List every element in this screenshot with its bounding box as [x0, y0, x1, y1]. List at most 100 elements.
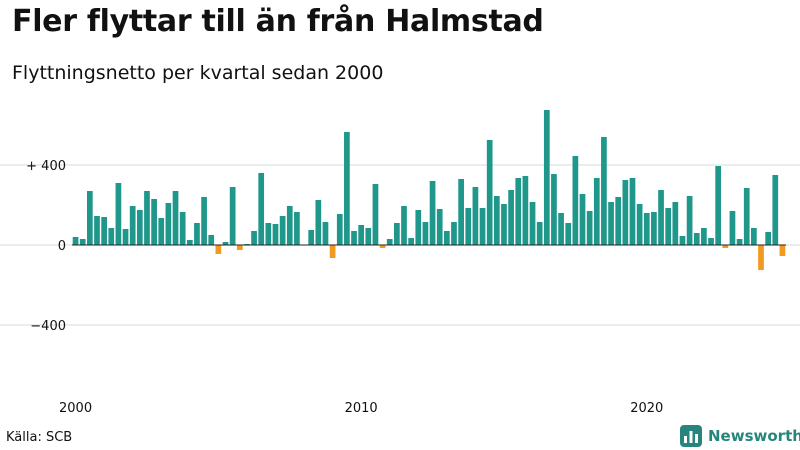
bar: 2010 K1: 100	[358, 225, 365, 245]
bar: 2018 K1: 170	[586, 211, 593, 245]
bar: 2019 K3: 335	[629, 178, 636, 245]
bar: 2020 K2: 165	[651, 212, 657, 245]
bar: 2004 K2: 110	[194, 223, 200, 245]
bar: 2014 K3: 525	[486, 140, 493, 245]
bar: 2003 K4: 165	[179, 212, 186, 245]
bar: 2017 K1: 160	[558, 213, 564, 245]
bar: 2008 K2: 75	[308, 230, 315, 245]
bar: 2002 K1: 195	[129, 206, 136, 245]
bar: 2013 K3: 330	[458, 179, 464, 245]
bar: 2000 K1: 40	[72, 237, 79, 245]
bar: 2007 K1: 105	[272, 224, 279, 245]
bar: 2007 K3: 195	[286, 206, 293, 245]
bar: 2008 K3: 225	[315, 200, 322, 245]
bar: 2013 K2: 115	[451, 222, 457, 245]
bar: 2006 K4: 110	[265, 223, 272, 245]
bar: 2019 K2: 325	[622, 180, 629, 245]
bar: 2012 K2: 115	[422, 222, 429, 245]
bar: 2023 K2: 30	[736, 239, 743, 245]
bar: 2010 K4: -15	[379, 245, 386, 248]
bar: 2021 K3: 245	[686, 196, 693, 245]
bar: 2012 K3: 320	[429, 181, 436, 245]
bar: 2014 K1: 290	[472, 187, 479, 245]
brand-logo[interactable]: Newsworthy	[680, 425, 800, 447]
bar: 2002 K3: 270	[144, 191, 150, 245]
bar: 2006 K3: 360	[258, 173, 265, 245]
bar: 2015 K3: 335	[515, 178, 522, 245]
bar: 2001 K2: 85	[108, 228, 115, 245]
bar: 2005 K4: -25	[236, 245, 243, 250]
bar-chart-icon	[680, 425, 702, 447]
bar: 2020 K4: 185	[665, 208, 672, 245]
bar: 2011 K1: 30	[386, 239, 393, 245]
bar: 2008 K4: 115	[322, 222, 329, 245]
x-tick-label: 2020	[630, 401, 663, 416]
bar: 2001 K1: 140	[101, 217, 107, 245]
bar: 2024 K3: 350	[772, 175, 779, 245]
bar: 2024 K2: 65	[765, 232, 771, 245]
bar: 2018 K2: 335	[593, 178, 600, 245]
bar: 2015 K4: 345	[522, 176, 529, 245]
bar: 2009 K2: 155	[336, 214, 343, 245]
bar: 2016 K3: 675	[543, 110, 550, 245]
bar: 2021 K1: 215	[672, 202, 679, 245]
bar: 2016 K2: 115	[536, 222, 543, 245]
bar: 2002 K2: 175	[136, 210, 143, 245]
chart-subtitle: Flyttningsnetto per kvartal sedan 2000	[12, 62, 384, 84]
y-tick-label: 0	[58, 239, 66, 254]
bar: 2011 K4: 35	[408, 238, 414, 245]
bar: 2009 K4: 70	[351, 231, 357, 245]
bar: 2005 K3: 290	[229, 187, 236, 245]
bar: 2014 K2: 185	[479, 208, 486, 245]
x-tick-label: 2000	[59, 401, 92, 416]
bar: 2022 K3: 395	[715, 166, 722, 245]
y-axis-ticks: + 400 0 −400	[26, 159, 66, 334]
bar: 2004 K3: 240	[201, 197, 207, 245]
bar: 2006 K2: 70	[251, 231, 257, 245]
bar: 2021 K4: 60	[693, 233, 700, 245]
bar: 2010 K2: 85	[365, 228, 372, 245]
bar: 2022 K1: 85	[701, 228, 707, 245]
bar: 2001 K3: 310	[115, 183, 122, 245]
bar: 2013 K1: 70	[443, 231, 450, 245]
bar: 2018 K4: 215	[608, 202, 614, 245]
bar: 2007 K2: 145	[279, 216, 286, 245]
bar: 2023 K3: 285	[743, 188, 750, 245]
bar: 2016 K1: 215	[529, 202, 536, 245]
bar: 2017 K2: 110	[565, 223, 572, 245]
y-tick-label: + 400	[26, 159, 66, 174]
bar: 2000 K4: 145	[94, 216, 100, 245]
bar: 2022 K4: -15	[722, 245, 729, 248]
x-axis-ticks: 2000 2010 2020	[59, 401, 663, 416]
bar: 2004 K1: 25	[186, 240, 193, 245]
bar: 2024 K4: -55	[779, 245, 786, 256]
bar: 2009 K3: 565	[344, 132, 350, 245]
brand-name: Newsworthy	[708, 427, 800, 445]
bar: 2002 K4: 230	[151, 199, 157, 245]
bar: 2020 K1: 160	[643, 213, 650, 245]
bar: 2003 K1: 135	[158, 218, 165, 245]
source-note: Källa: SCB	[6, 430, 73, 445]
bar-chart: 2000 K1: 402000 K2: 302000 K3: 2702000 K…	[0, 110, 800, 416]
bar: 2014 K4: 245	[493, 196, 500, 245]
bar: 2013 K4: 185	[465, 208, 472, 245]
bar: 2000 K3: 270	[86, 191, 93, 245]
bar: 2019 K4: 205	[636, 204, 643, 245]
bar: 2004 K4: 50	[208, 235, 215, 245]
bar: 2011 K2: 110	[394, 223, 400, 245]
y-tick-label: −400	[30, 319, 66, 334]
bar: 2017 K4: 255	[579, 194, 586, 245]
bar: 2015 K1: 205	[501, 204, 507, 245]
bar: 2003 K3: 270	[172, 191, 179, 245]
bar: 2016 K4: 355	[551, 174, 557, 245]
bar: 2023 K1: 170	[729, 211, 736, 245]
bar: 2021 K2: 45	[679, 236, 686, 245]
bar: 2012 K4: 180	[436, 209, 443, 245]
bar: 2009 K1: -65	[329, 245, 336, 258]
x-tick-label: 2010	[345, 401, 378, 416]
bar: 2012 K1: 175	[415, 210, 422, 245]
bar: 2001 K4: 80	[122, 229, 129, 245]
bar: 2007 K4: 165	[294, 212, 300, 245]
bar: 2015 K2: 275	[508, 190, 514, 245]
bar: 2017 K3: 445	[572, 156, 579, 245]
